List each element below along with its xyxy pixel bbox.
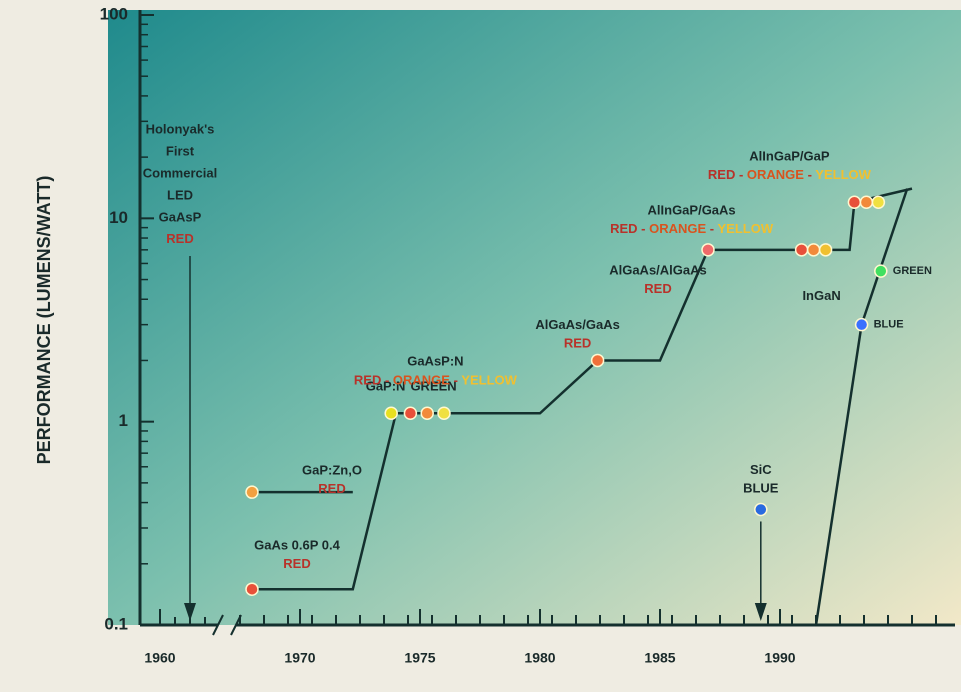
series-name: AlInGaP/GaP [749,149,830,164]
color-labels: RED [318,482,345,497]
color-label: ORANGE [393,373,450,388]
series-name: GaAsP:N [407,354,463,369]
data-point [796,244,808,256]
separator: - [735,168,747,183]
color-label: GREEN [893,265,932,277]
color-label: YELLOW [815,168,871,183]
chart: PERFORMANCE (LUMENS/WATT) 0.1 1 10 100 1960 1… [0,0,961,692]
color-label: BLUE [874,319,904,331]
data-point [860,196,872,208]
color-label: RED [610,221,637,236]
y-tick-label: 10 [109,208,128,227]
data-point [702,244,714,256]
page: PERFORMANCE (LUMENS/WATT) 0.1 1 10 100 1960 1… [0,0,961,692]
annotation: First [166,143,195,158]
separator: - [804,168,815,183]
color-label: ORANGE [747,168,804,183]
data-point [421,407,433,419]
color-labels: RED [283,557,310,572]
x-tick-label: 1960 [144,650,175,666]
data-point [246,486,258,498]
y-tick-label: 0.1 [104,614,128,633]
color-label: RED [283,557,310,572]
series-name: InGaN [802,288,840,303]
color-labels: RED [564,336,591,351]
separator: - [381,373,393,388]
separator: - [450,373,461,388]
series-name: AlInGaP/GaAs [648,202,736,217]
x-tick-label: 1975 [404,650,435,666]
series-name: GaP:Zn,O [302,463,362,478]
series-name: AlGaAs/AlGaAs [609,262,707,277]
color-label: RED [708,168,735,183]
color-label: YELLOW [461,373,517,388]
color-label: RED [644,281,671,296]
color-labels: RED - ORANGE - YELLOW [610,221,774,236]
color-labels: RED [166,231,193,246]
data-point [385,407,397,419]
series-name: GaAs 0.6P 0.4 [254,538,341,553]
color-labels: BLUE [743,481,779,496]
annotation: LED [167,187,193,202]
x-tick-label: 1980 [524,650,555,666]
data-point [848,196,860,208]
color-label: RED [166,231,193,246]
color-label: RED [318,482,345,497]
y-axis-label: PERFORMANCE (LUMENS/WATT) [34,176,54,465]
color-label: YELLOW [717,221,773,236]
data-point [438,407,450,419]
separator: - [706,221,717,236]
series-name: GaAsP [159,209,202,224]
x-tick-label: 1970 [284,650,315,666]
color-label: BLUE [743,481,779,496]
color-labels: RED - ORANGE - YELLOW [354,373,518,388]
color-label: RED [354,373,381,388]
annotation: Holonyak's [146,121,215,136]
series-name: AlGaAs/GaAs [535,317,620,332]
data-point [404,407,416,419]
color-labels: RED [644,281,671,296]
data-point [820,244,832,256]
data-point [755,503,767,515]
color-labels: RED - ORANGE - YELLOW [708,168,872,183]
y-tick-label: 100 [100,4,128,23]
y-tick-label: 1 [119,411,128,430]
separator: - [638,221,650,236]
data-point [872,196,884,208]
x-tick-label: 1985 [644,650,675,666]
data-point [246,583,258,595]
color-label: RED [564,336,591,351]
x-tick-label: 1990 [764,650,795,666]
data-point [856,319,868,331]
data-point [592,354,604,366]
series-name: SiC [750,462,772,477]
data-point [808,244,820,256]
data-point [875,265,887,277]
annotation: Commercial [143,165,217,180]
color-label: ORANGE [649,221,706,236]
